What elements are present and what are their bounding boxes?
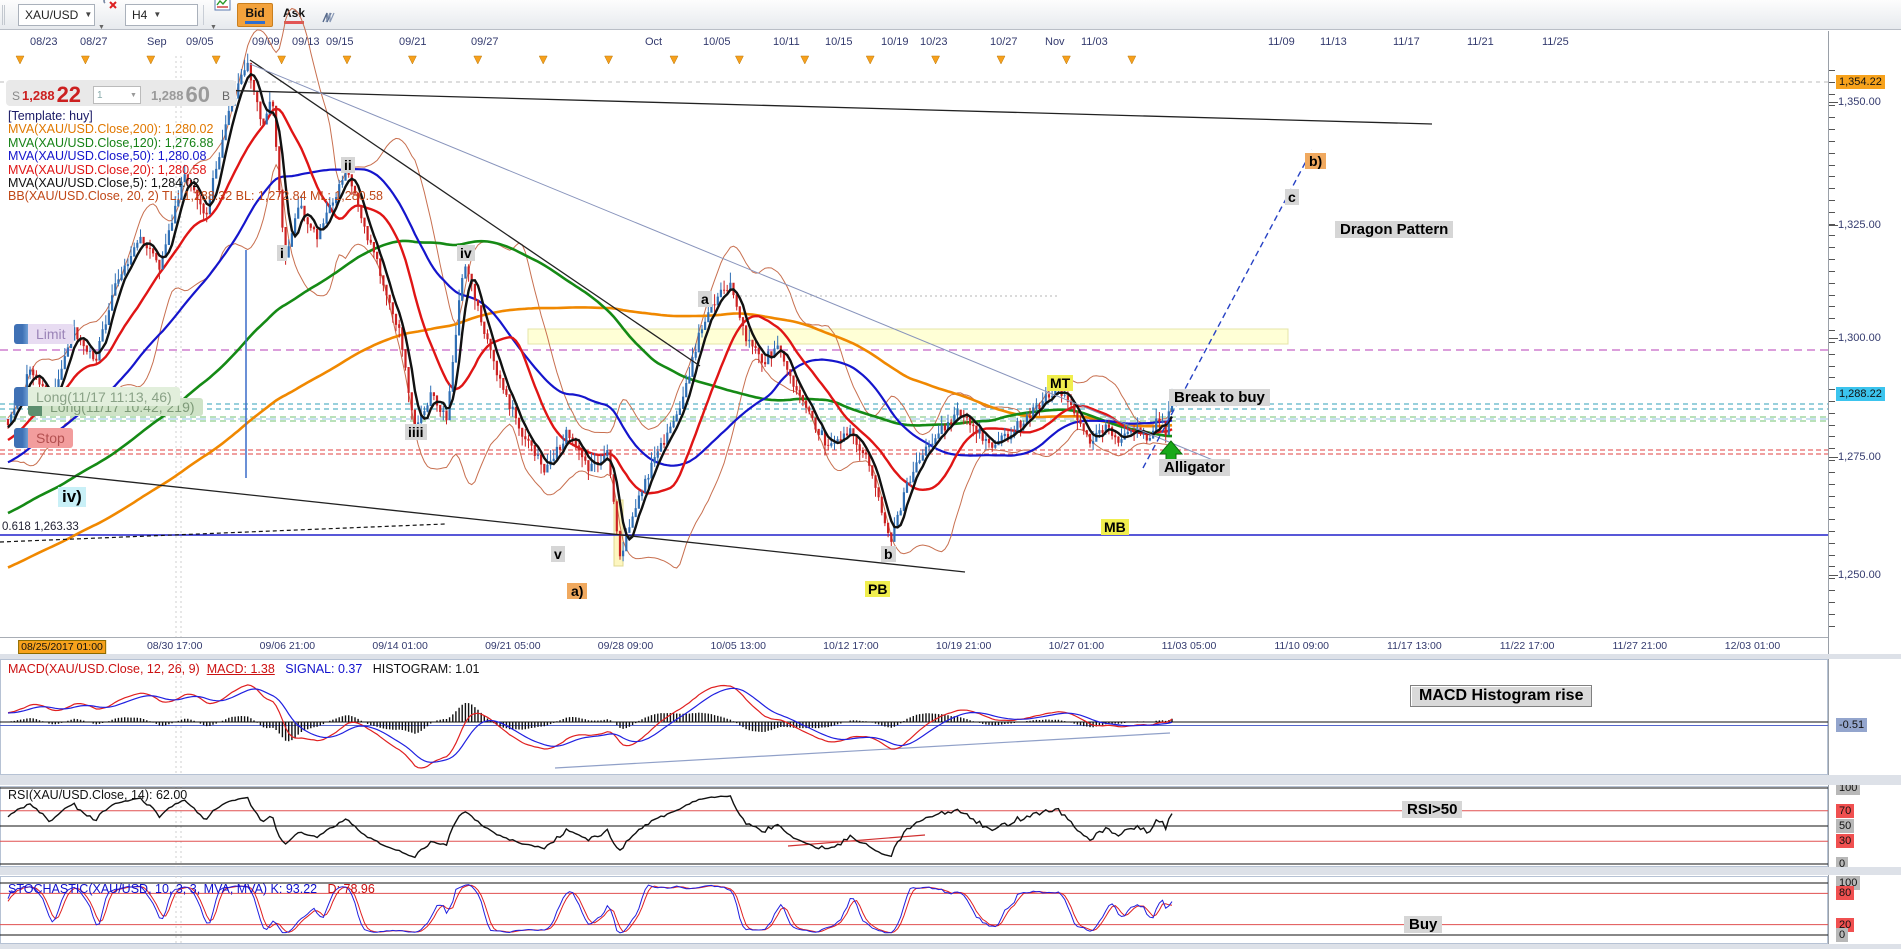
chart-annotation[interactable]: Dragon Pattern (1335, 221, 1453, 238)
price-label: 1,350.00 (1838, 96, 1881, 108)
time-label: 09/21 05:00 (485, 640, 540, 652)
buy-label: B (222, 89, 230, 103)
order-marker-icon (14, 387, 28, 406)
stop-order-tag[interactable]: Stop (14, 428, 73, 448)
sell-label: S (12, 89, 20, 103)
session-high-badge: 1,354.22 (1836, 75, 1885, 89)
legend-line: MVA(XAU/USD.Close,200): 1,280.02 (8, 123, 383, 136)
time-label: 10/12 17:00 (823, 640, 878, 652)
order-marker-icon (14, 324, 28, 344)
time-label: 11/17 13:00 (1387, 640, 1442, 652)
price-axis[interactable]: 1,350.00 1,325.00 1,300.00 1,275.00 1,250.00… (1829, 31, 1901, 944)
pane-separator[interactable] (0, 654, 1901, 659)
time-label: 11/27 21:00 (1612, 640, 1667, 652)
time-label: 10/19 21:00 (936, 640, 991, 652)
chevron-down-icon: ▼ (130, 92, 137, 99)
legend-line: MVA(XAU/USD.Close,5): 1,284.02 (8, 177, 383, 190)
time-label: 11/22 17:00 (1500, 640, 1555, 652)
chart-annotation[interactable]: iv) (58, 487, 86, 507)
time-label: 11/10 09:00 (1274, 640, 1329, 652)
legend-line: BB(XAU/USD.Close, 20, 2) TL: 1,288.32 BL… (8, 190, 383, 203)
ask-price: 1,288 (151, 88, 184, 103)
time-label: 09/28 09:00 (598, 640, 653, 652)
chart-annotation[interactable]: a) (567, 583, 587, 599)
rsi-header: RSI(XAU/USD.Close, 14): 62.00 (8, 788, 187, 802)
pane-separator[interactable] (0, 944, 1901, 949)
chart-annotation[interactable]: i (277, 245, 287, 261)
price-label: 1,325.00 (1838, 219, 1881, 231)
chart-annotation[interactable]: Break to buy (1169, 389, 1270, 406)
rsi-annotation[interactable]: RSI>50 (1402, 801, 1462, 818)
time-label: 09/06 21:00 (260, 640, 315, 652)
time-label: 11/03 05:00 (1162, 640, 1217, 652)
time-label: 09/14 01:00 (372, 640, 427, 652)
chart-annotation[interactable]: v (551, 546, 565, 562)
chart-annotation[interactable]: ii (341, 157, 355, 173)
quote-panel: S 1,288 22 1 ▼ 1,288 60 B (6, 80, 236, 106)
chart-annotation[interactable]: MB (1101, 519, 1129, 535)
macd-header: MACD(XAU/USD.Close, 12, 26, 9) MACD: 1.3… (8, 662, 480, 676)
stoch-annotation[interactable]: Buy (1404, 916, 1442, 933)
stoch-header: STOCHASTIC(XAU/USD, 10, 3, 3, MVA, MVA) … (8, 882, 375, 896)
trading-app-window: XAU/USD ▼ ▼ H4 ▼ ▼ Bid Ask ▼▼▼F▼▼▼▼ABC 0… (0, 0, 1901, 949)
chart-annotation[interactable]: MT (1047, 375, 1073, 391)
last-price-badge: 1,288.22 (1836, 387, 1885, 401)
time-label: 12/03 01:00 (1725, 640, 1780, 652)
time-label: 10/05 13:00 (710, 640, 765, 652)
legend-line: MVA(XAU/USD.Close,120): 1,276.88 (8, 137, 383, 150)
pane-separator[interactable] (0, 775, 1901, 785)
time-axis[interactable]: 08/25/2017 01:00 08/30 17:00 09/06 21:00 09… (0, 637, 1828, 655)
chart-annotation[interactable]: Alligator (1159, 459, 1230, 476)
rsi-level-badge: 70 (1836, 804, 1854, 818)
chart-annotation[interactable]: b) (1305, 153, 1326, 169)
order-marker-icon (14, 428, 28, 448)
limit-order-tag[interactable]: Limit (14, 324, 74, 344)
macd-annotation[interactable]: MACD Histogram rise (1410, 685, 1592, 707)
legend-line: MVA(XAU/USD.Close,50): 1,280.08 (8, 150, 383, 163)
chart-annotation[interactable]: PB (865, 581, 890, 597)
ask-pips: 60 (186, 84, 210, 106)
pane-separator[interactable] (0, 867, 1901, 875)
price-label: 1,250.00 (1838, 569, 1881, 581)
chart-annotation[interactable]: iv (457, 245, 475, 261)
chart-annotation[interactable]: b (881, 546, 896, 562)
long-position-tag[interactable]: Long(11/17 11:13, 46) (14, 387, 180, 406)
macd-value-badge: -0.51 (1836, 718, 1867, 732)
fib-level-label[interactable]: 0.618 1,263.33 (2, 521, 79, 533)
lot-size-select[interactable]: 1 ▼ (93, 86, 141, 104)
time-label: 08/25/2017 01:00 (18, 640, 106, 654)
legend-line: [Template: huy] (8, 110, 383, 123)
time-label: 10/27 01:00 (1049, 640, 1104, 652)
rsi-level-badge: 30 (1836, 834, 1854, 848)
chart-annotation[interactable]: c (1285, 189, 1299, 205)
stoch-level-badge: 0 (1836, 928, 1848, 942)
bid-price: 1,288 (22, 88, 55, 103)
bid-pips: 22 (57, 84, 81, 106)
price-label: 1,275.00 (1838, 451, 1881, 463)
time-label: 08/30 17:00 (147, 640, 202, 652)
rsi-level-badge: 50 (1836, 819, 1854, 833)
stoch-level-badge: 80 (1836, 886, 1854, 900)
price-label: 1,300.00 (1838, 332, 1881, 344)
legend-line: MVA(XAU/USD.Close,20): 1,280.58 (8, 164, 383, 177)
indicator-legend: [Template: huy]MVA(XAU/USD.Close,200): 1… (8, 110, 383, 204)
chart-annotation[interactable]: iiii (405, 424, 427, 440)
chart-annotation[interactable]: a (698, 291, 712, 307)
